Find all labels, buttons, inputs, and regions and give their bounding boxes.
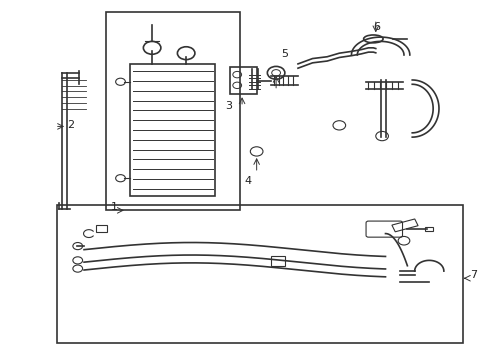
Bar bbox=[391, 219, 417, 232]
Text: 2: 2 bbox=[67, 120, 74, 130]
Text: 1: 1 bbox=[111, 202, 118, 212]
Text: 3: 3 bbox=[224, 100, 232, 111]
Bar bbox=[271, 256, 285, 266]
Bar bbox=[229, 67, 256, 94]
Bar bbox=[106, 12, 239, 210]
Text: 7: 7 bbox=[468, 270, 476, 280]
Text: 5: 5 bbox=[281, 49, 287, 59]
Bar bbox=[57, 205, 462, 342]
Text: 4: 4 bbox=[244, 176, 251, 185]
Bar bbox=[425, 227, 432, 231]
Bar bbox=[96, 225, 107, 232]
Bar bbox=[130, 64, 215, 196]
Text: 6: 6 bbox=[372, 22, 380, 32]
